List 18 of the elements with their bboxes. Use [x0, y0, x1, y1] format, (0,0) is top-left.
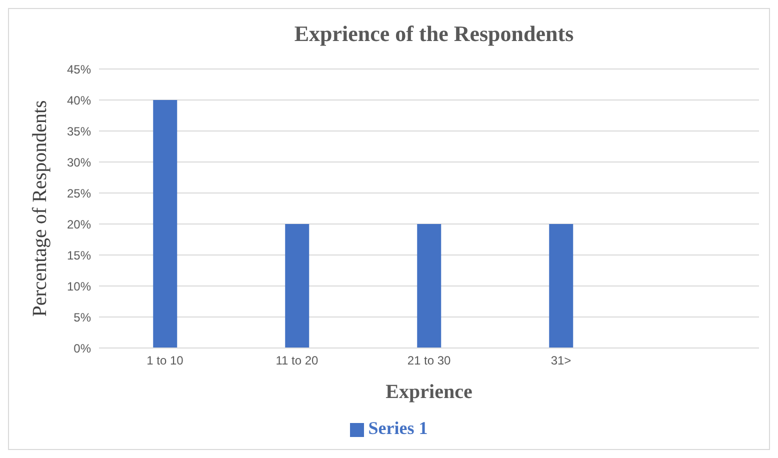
y-tick-label: 5% [74, 310, 92, 324]
y-tick-label: 40% [66, 93, 92, 108]
x-tick-label: 1 to 10 [146, 354, 184, 368]
x-tick-label: 11 to 20 [276, 354, 319, 368]
y-tick-label: 35% [66, 124, 92, 138]
y-tick-label: 45% [66, 62, 92, 76]
chart-title: Exprience of the Respondents [293, 21, 575, 47]
x-tick-label: 21 to 30 [407, 354, 452, 368]
y-axis-title: Percentage of Respondents [29, 100, 52, 317]
x-tick-label: 31> [550, 354, 572, 368]
y-tick-label: 20% [66, 217, 92, 232]
y-tick-label: 25% [66, 186, 92, 200]
y-tick-label: 10% [66, 279, 92, 294]
legend-label: Series 1 [368, 418, 428, 438]
x-axis-title: Exprience [386, 381, 472, 403]
y-tick-label: 0% [74, 341, 92, 356]
y-tick-label: 30% [66, 155, 92, 170]
y-tick-label: 15% [66, 248, 92, 262]
